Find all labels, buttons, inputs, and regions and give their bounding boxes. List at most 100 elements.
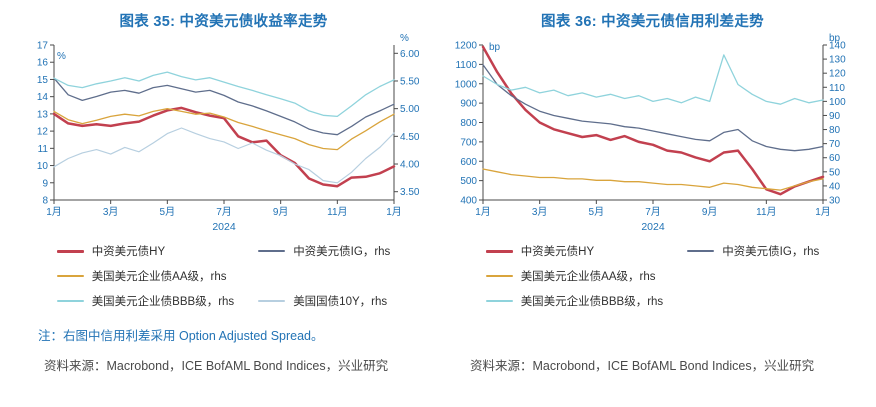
- legend-item-hy: 中资美元债HY: [56, 243, 235, 259]
- right-axis-tick-label: 4.50: [400, 132, 420, 143]
- left-axis-tick-label: 16: [36, 58, 48, 69]
- chart-36-plot: 400 500 600 700 800 900 1000 1100 1200 30 40 50 60 70…: [443, 33, 863, 238]
- series-line-hy: [52, 106, 395, 188]
- right-axis-tick-label: 40: [829, 181, 841, 192]
- right-axis-tick-label: 80: [829, 125, 841, 136]
- legend-spacer: [258, 268, 390, 284]
- legend-label: 美国美元企业债BBB级，rhs: [91, 296, 235, 308]
- x-axis-tick-label: 9月: [701, 206, 717, 218]
- legend-label: 中资美元债HY: [91, 246, 166, 258]
- legend-line-swatch-hy: [56, 249, 84, 253]
- legend-label: 美国美元企业债AA级，rhs: [91, 271, 227, 283]
- x-axis-tick-label: 11月: [327, 206, 347, 218]
- x-axis-tick-label: 3月: [531, 206, 547, 218]
- legend-label: 中资美元债IG，rhs: [722, 246, 820, 258]
- left-axis-tick-label: 800: [460, 118, 477, 129]
- legend-line-swatch-ust10y: [258, 300, 286, 302]
- left-axis-tick-label: 500: [460, 176, 477, 187]
- x-axis-tick-label: 1月: [46, 206, 62, 218]
- legend-label: 美国美元企业债AA级，rhs: [520, 271, 656, 283]
- legend-item-hy: 中资美元债HY: [485, 243, 664, 259]
- left-axis-tick-label: 9: [42, 178, 48, 189]
- chart-36-title: 图表 36: 中资美元债信用利差走势: [541, 14, 764, 30]
- right-axis-unit-label: bp: [829, 33, 841, 44]
- legend-label: 中资美元债HY: [520, 246, 595, 258]
- right-axis-tick-label: 130: [829, 55, 846, 66]
- legend-line-swatch-aa: [485, 275, 513, 277]
- chart-35-title: 图表 35: 中资美元债收益率走势: [119, 14, 328, 30]
- left-axis-tick-label: 10: [36, 161, 48, 172]
- x-axis-year-label: 2024: [641, 221, 665, 233]
- series-line-bbb: [481, 54, 824, 105]
- series-line-hy: [481, 45, 824, 196]
- x-axis-tick-label: 5月: [159, 206, 175, 218]
- chart-svg: 400 500 600 700 800 900 1000 1100 1200 30 40 50 60 70…: [454, 33, 846, 233]
- legend-label: 美国美元企业债BBB级，rhs: [520, 296, 664, 308]
- report-figure-page: 图表 35: 中资美元债收益率走势 8 9 10 11 12 13 14 15 16 17 3.50…: [12, 6, 864, 374]
- left-axis-tick-label: 12: [36, 127, 48, 138]
- source-right: 资料来源：Macrobond，ICE BofAML Bond Indices，兴…: [470, 359, 815, 373]
- chart-35-block: 图表 35: 中资美元债收益率走势 8 9 10 11 12 13 14 15 16 17 3.50…: [12, 6, 435, 309]
- series-line-ig: [52, 77, 395, 136]
- sources-row: 资料来源：Macrobond，ICE BofAML Bond Indices，兴…: [12, 355, 864, 374]
- right-axis-tick-label: 100: [829, 97, 846, 108]
- x-axis-tick-label: 3月: [102, 206, 118, 218]
- right-axis-tick-label: 30: [829, 196, 841, 207]
- x-axis-tick-label: 7月: [216, 206, 232, 218]
- series-line-aa: [481, 168, 824, 191]
- left-axis-tick-label: 700: [460, 137, 477, 148]
- legend-line-swatch-aa: [56, 275, 84, 277]
- right-axis-tick-label: 50: [829, 167, 841, 178]
- right-axis-tick-label: 6.00: [400, 49, 420, 60]
- left-axis-tick-label: 8: [42, 196, 48, 207]
- legend-item-aa: 美国美元企业债AA级，rhs: [56, 268, 235, 284]
- right-axis-tick-label: 4.00: [400, 160, 420, 171]
- legend-item-ust10y: 美国国债10Y，rhs: [258, 293, 390, 309]
- legend-spacer: [687, 268, 819, 284]
- right-axis-unit-label: %: [400, 33, 409, 44]
- left-axis-tick-label: 13: [36, 109, 48, 120]
- series-line-ig: [481, 64, 824, 152]
- right-axis-tick-label: 5.00: [400, 104, 420, 115]
- legend-item-ig: 中资美元债IG，rhs: [258, 243, 390, 259]
- left-axis-tick-label: 17: [36, 41, 48, 52]
- legend-label: 中资美元债IG，rhs: [293, 246, 391, 258]
- left-axis-tick-label: 1000: [454, 79, 477, 90]
- right-axis-tick-label: 140: [829, 41, 846, 52]
- legend-item-bbb: 美国美元企业债BBB级，rhs: [485, 293, 664, 309]
- series-line-bbb: [52, 71, 395, 118]
- x-axis-tick-label: 1月: [386, 206, 402, 218]
- right-axis-tick-label: 5.50: [400, 76, 420, 87]
- left-axis-unit-label: bp: [489, 42, 501, 53]
- series-line-ust10y: [52, 127, 395, 184]
- left-axis-tick-label: 15: [36, 75, 48, 86]
- left-axis-tick-label: 11: [37, 144, 48, 155]
- legend-item-aa: 美国美元企业债AA级，rhs: [485, 268, 664, 284]
- legend-item-ig: 中资美元债IG，rhs: [687, 243, 819, 259]
- right-axis-tick-label: 3.50: [400, 187, 420, 198]
- left-axis-tick-label: 1100: [455, 60, 477, 71]
- left-axis-tick-label: 900: [460, 99, 477, 110]
- left-axis-tick-label: 400: [460, 196, 477, 207]
- right-axis-tick-label: 120: [829, 69, 846, 80]
- left-axis-tick-label: 600: [460, 157, 477, 168]
- chart-35-legend: 中资美元债HY 中资美元债IG，rhs 美国美元企业债AA级，rhs 美国美元企业债B…: [56, 243, 390, 309]
- left-axis-tick-label: 1200: [454, 41, 477, 52]
- right-axis-tick-label: 70: [829, 139, 841, 150]
- x-axis-tick-label: 7月: [645, 206, 661, 218]
- left-axis-tick-label: 14: [36, 92, 48, 103]
- right-axis-tick-label: 90: [829, 111, 841, 122]
- x-axis-tick-label: 1月: [475, 206, 491, 218]
- chart-svg: 8 9 10 11 12 13 14 15 16 17 3.50 4.00 4.50 5.00 5.50 6.…: [36, 33, 420, 233]
- x-axis-tick-label: 5月: [588, 206, 604, 218]
- charts-row: 图表 35: 中资美元债收益率走势 8 9 10 11 12 13 14 15 16 17 3.50…: [12, 6, 864, 309]
- chart-36-legend: 中资美元债HY 中资美元债IG，rhs 美国美元企业债AA级，rhs 美国美元企业债B…: [485, 243, 819, 309]
- figure-note: 注：右图中信用利差采用 Option Adjusted Spread。: [38, 329, 324, 343]
- x-axis-tick-label: 11月: [756, 206, 776, 218]
- legend-line-swatch-hy: [485, 249, 513, 253]
- legend-line-swatch-bbb: [56, 300, 84, 302]
- x-axis-tick-label: 1月: [815, 206, 831, 218]
- series-line-aa: [52, 108, 395, 151]
- chart-36-block: 图表 36: 中资美元债信用利差走势 400 500 600 700 800 900 100…: [441, 6, 864, 309]
- legend-line-swatch-ig: [687, 250, 715, 252]
